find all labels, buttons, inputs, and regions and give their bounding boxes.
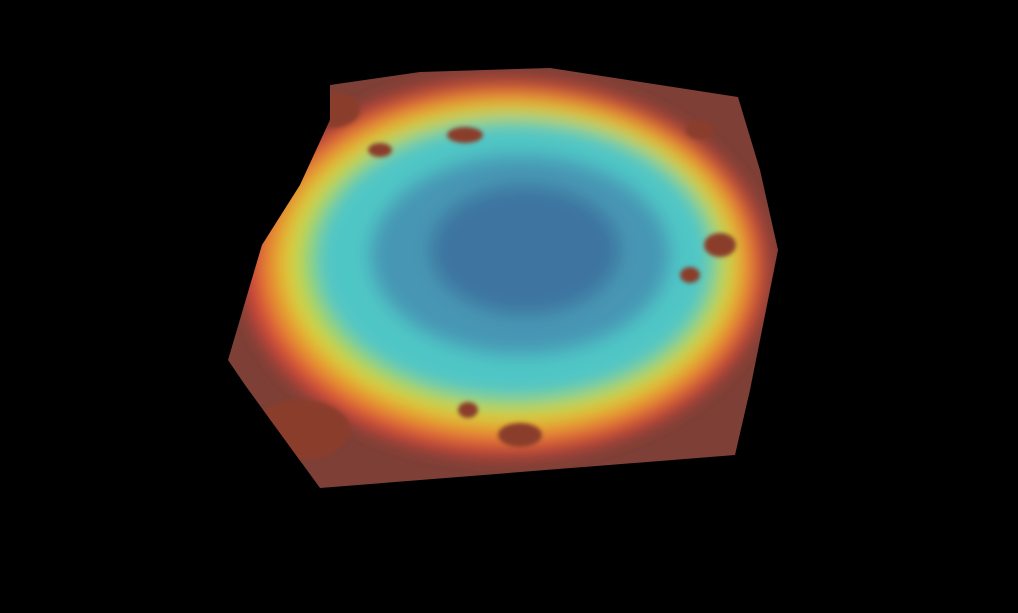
debris-patch	[498, 423, 542, 447]
debris-patch	[458, 402, 478, 418]
elevation-bands	[243, 80, 767, 456]
debris-patch	[680, 267, 700, 283]
debris-patch	[686, 121, 714, 139]
debris-patch	[447, 127, 483, 143]
debris-patch	[704, 233, 736, 257]
band-deep-blue	[430, 185, 620, 315]
terrain	[228, 68, 778, 488]
debris-patch	[368, 143, 392, 157]
